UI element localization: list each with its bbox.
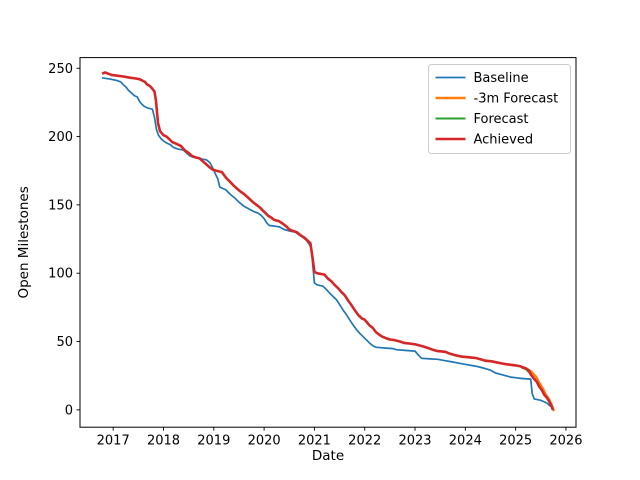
y-tick-label: 100 xyxy=(48,267,73,282)
x-axis-label: Date xyxy=(312,448,344,464)
y-tick-label: 250 xyxy=(48,62,73,77)
legend: Baseline -3m Forecast Forecast Achieved xyxy=(428,64,571,154)
y-tick-label: 0 xyxy=(65,403,73,418)
legend-label: Forecast xyxy=(474,112,529,127)
legend-item-achieved: Achieved xyxy=(435,133,534,148)
y-axis-label: Open Milestones xyxy=(16,186,32,298)
x-tick-label: 2026 xyxy=(549,434,582,449)
x-tick-label: 2018 xyxy=(147,434,180,449)
x-tick-label: 2025 xyxy=(499,434,532,449)
x-tick-label: 2020 xyxy=(248,434,281,449)
legend-box xyxy=(428,64,571,154)
x-tick-label: 2017 xyxy=(97,434,130,449)
legend-item--3m-forecast: -3m Forecast xyxy=(435,92,559,107)
series-group xyxy=(101,71,556,412)
y-tick-label: 200 xyxy=(48,130,73,145)
y-tick-label: 50 xyxy=(56,335,73,350)
y-tick-label: 150 xyxy=(48,198,73,213)
x-tick-label: 2023 xyxy=(398,434,431,449)
axes-spines xyxy=(79,57,577,428)
series-line-achieved xyxy=(101,71,555,411)
x-tick-label: 2021 xyxy=(298,434,331,449)
legend-label: Achieved xyxy=(474,133,534,148)
x-tick-label: 2019 xyxy=(197,434,230,449)
legend-item-baseline: Baseline xyxy=(435,71,529,86)
x-tick-label: 2024 xyxy=(449,434,482,449)
x-tick-label: 2022 xyxy=(348,434,381,449)
legend-label: -3m Forecast xyxy=(474,92,559,107)
legend-item-forecast: Forecast xyxy=(435,112,529,127)
legend-label: Baseline xyxy=(474,71,529,86)
